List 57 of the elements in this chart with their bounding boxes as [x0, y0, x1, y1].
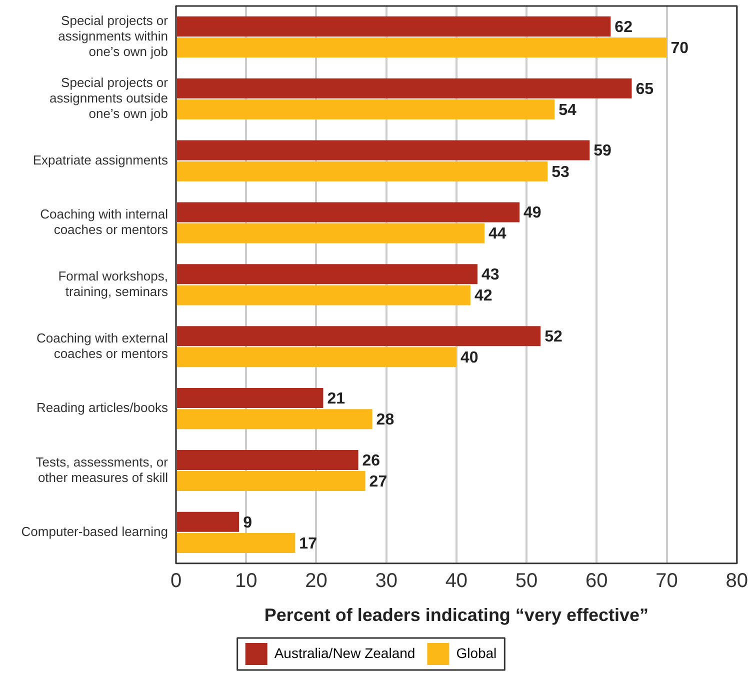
data-label: 40 [460, 350, 478, 367]
y-tick-label: Computer-based learning [21, 524, 168, 540]
data-label: 49 [524, 204, 542, 222]
data-label: 54 [558, 102, 576, 119]
bar [177, 16, 611, 36]
data-label: 9 [243, 514, 252, 532]
data-label: 52 [544, 328, 562, 346]
x-tick-label: 80 [726, 570, 748, 592]
x-tick-label: 10 [234, 570, 258, 592]
y-tick-label: Tests, assessments, or other measures of skill [36, 454, 169, 485]
x-axis-title: Percent of leaders indicating “very effective” [264, 605, 649, 626]
data-label: 53 [552, 164, 570, 181]
bar [177, 326, 541, 346]
data-label: 26 [362, 452, 380, 470]
data-label: 43 [481, 266, 500, 284]
data-label: 42 [474, 288, 492, 305]
bar [177, 450, 358, 470]
bar [177, 78, 632, 98]
bar [177, 202, 520, 222]
bar [177, 99, 555, 120]
data-label: 44 [488, 226, 506, 243]
data-label: 28 [376, 412, 394, 428]
bar [177, 347, 456, 368]
x-tick-label: 0 [170, 570, 182, 592]
y-tick-label: Expatriate assignments [32, 152, 168, 168]
x-tick-label: 30 [375, 570, 398, 592]
x-tick-label: 40 [445, 570, 468, 592]
data-label: 70 [670, 40, 689, 57]
y-tick-label: Reading articles/books [36, 400, 168, 416]
bar [177, 264, 478, 284]
data-label: 59 [594, 142, 612, 160]
data-label: 27 [369, 473, 388, 490]
x-tick-label: 70 [656, 570, 678, 592]
bar [177, 512, 240, 532]
data-label: 17 [299, 535, 318, 552]
legend-label: Global [456, 644, 497, 661]
y-tick-label: Formal workshops, training, seminars [58, 268, 168, 300]
bar [177, 532, 296, 553]
legend-label: Australia/New Zealand [274, 644, 416, 661]
y-tick-label: Special projects or assignments outside one’s own job [49, 74, 169, 122]
bar [177, 285, 470, 306]
bar [177, 409, 372, 430]
x-tick-label: 20 [305, 570, 328, 592]
bar [177, 471, 366, 492]
bar [177, 140, 590, 160]
data-label: 65 [636, 80, 654, 98]
bar [177, 37, 667, 58]
data-label: 21 [327, 390, 346, 408]
y-tick-label: Special projects or assignments within one’s own job [58, 12, 169, 60]
bar [177, 388, 324, 408]
y-tick-label: Coaching with internal coaches or mentors [40, 206, 168, 238]
bar [177, 223, 484, 244]
x-tick-label: 50 [515, 570, 538, 592]
data-label: 62 [614, 18, 633, 36]
bar [177, 161, 548, 182]
x-tick-label: 60 [586, 570, 608, 592]
y-tick-label: Coaching with external coaches or mentors [36, 330, 168, 362]
